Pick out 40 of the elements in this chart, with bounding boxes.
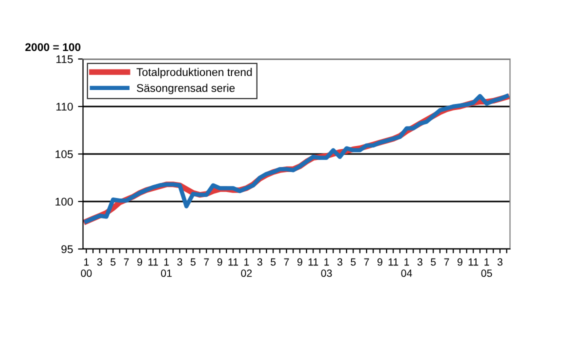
x-tick-label: 7 [364, 258, 369, 266]
x-tick-label: 3 [177, 258, 182, 266]
x-tick-label: 9 [458, 258, 462, 266]
x-tick-label: 5 [350, 258, 356, 266]
x-tick-label: 7 [124, 258, 129, 266]
legend-label: Säsongrensad serie [136, 84, 235, 94]
x-tick-label: 7 [284, 258, 289, 266]
x-tick-label: 9 [377, 258, 382, 266]
y-axis-title: 2000 = 100 [25, 43, 80, 52]
x-tick-label: 1 01 [161, 258, 172, 277]
x-tick-label: 7 [444, 258, 449, 266]
x-tick-label: 11 [388, 258, 398, 266]
x-tick-label: 5 [190, 258, 196, 266]
x-tick-label: 5 [110, 258, 116, 266]
x-tick-label: 9 [297, 258, 302, 266]
x-tick-label: 11 [228, 258, 238, 266]
x-tick-label: 11 [148, 258, 158, 266]
x-tick-label: 1 05 [481, 258, 492, 277]
y-tick-label: 95 [61, 245, 73, 254]
x-tick-label: 1 00 [80, 258, 92, 277]
y-tick-label: 105 [56, 150, 73, 158]
x-tick-label: 5 [270, 258, 276, 266]
x-tick-label: 11 [468, 258, 478, 266]
legend-label: Totalproduktionen trend [136, 68, 252, 78]
x-tick-label: 11 [308, 258, 318, 266]
x-tick-label: 3 [257, 258, 262, 266]
x-tick-label: 1 02 [241, 258, 252, 277]
x-tick-label: 3 [337, 258, 342, 266]
x-tick-label: 3 [497, 258, 502, 266]
x-tick-label: 9 [137, 258, 142, 266]
y-tick-label: 115 [56, 55, 73, 64]
x-tick-label: 1 04 [401, 258, 412, 277]
x-tick-label: 9 [217, 258, 222, 266]
x-tick-label: 1 03 [321, 258, 332, 277]
x-tick-label: 3 [417, 258, 422, 266]
x-tick-label: 7 [204, 258, 209, 266]
y-tick-label: 100 [56, 198, 73, 206]
x-tick-label: 5 [430, 258, 436, 266]
x-tick-label: 3 [97, 258, 102, 266]
y-tick-label: 110 [56, 102, 73, 111]
